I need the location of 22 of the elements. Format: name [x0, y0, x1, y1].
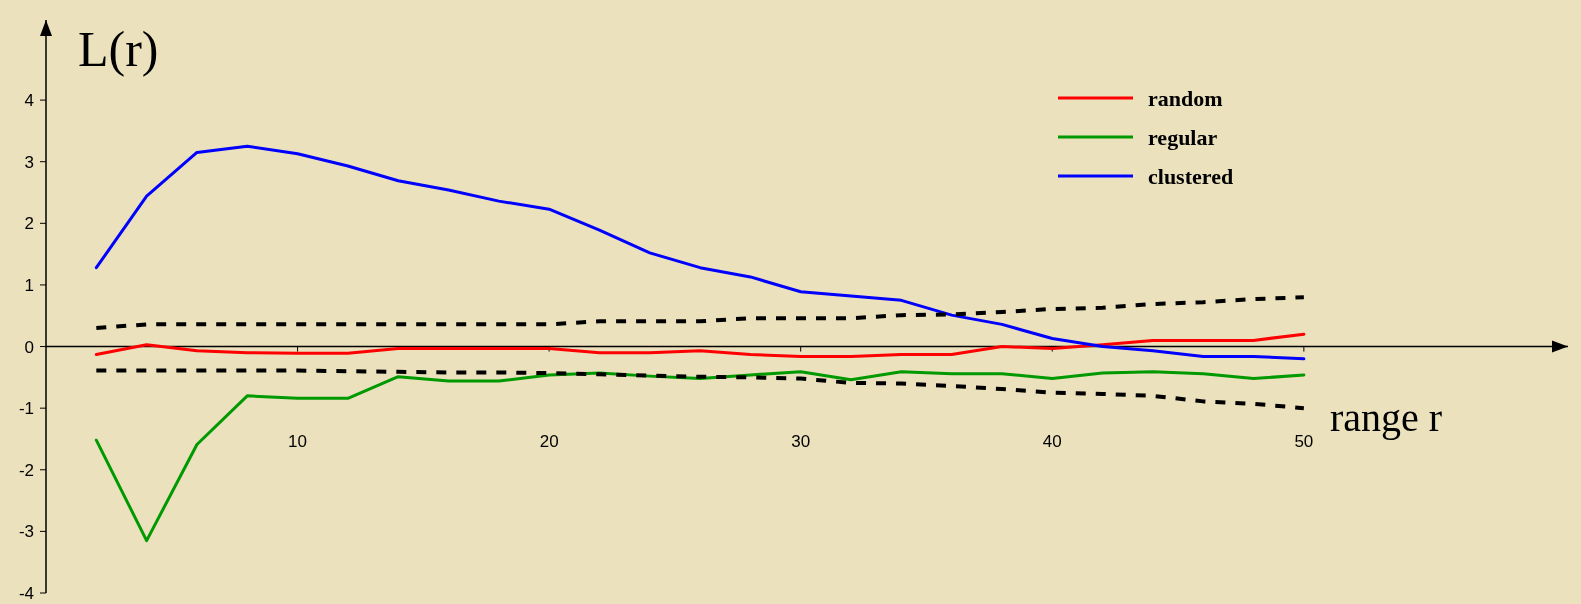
x-tick-label: 30 — [791, 431, 811, 451]
x-tick-label: 50 — [1294, 431, 1314, 451]
y-tick-label: -3 — [18, 522, 34, 542]
x-axis-title: range r — [1330, 394, 1443, 440]
legend-label: random — [1148, 86, 1223, 111]
y-tick-label: -2 — [18, 460, 34, 480]
y-tick-label: 4 — [24, 91, 34, 111]
line-series — [94, 332, 1306, 358]
y-tick-label: 0 — [24, 337, 34, 357]
x-tick-label: 10 — [288, 431, 308, 451]
y-tick-label: 1 — [24, 275, 34, 295]
y-tick-label: -1 — [18, 399, 34, 419]
y-tick-label: 3 — [24, 152, 34, 172]
x-tick-label: 20 — [539, 431, 559, 451]
line-series — [94, 295, 1306, 331]
legend-label: clustered — [1148, 164, 1234, 189]
x-tick-label: 40 — [1042, 431, 1062, 451]
line-series — [94, 368, 1306, 411]
y-axis-title: L(r) — [78, 21, 159, 77]
y-tick-label: -4 — [18, 584, 34, 603]
legend-label: regular — [1148, 125, 1218, 150]
y-tick-label: 2 — [24, 214, 34, 234]
